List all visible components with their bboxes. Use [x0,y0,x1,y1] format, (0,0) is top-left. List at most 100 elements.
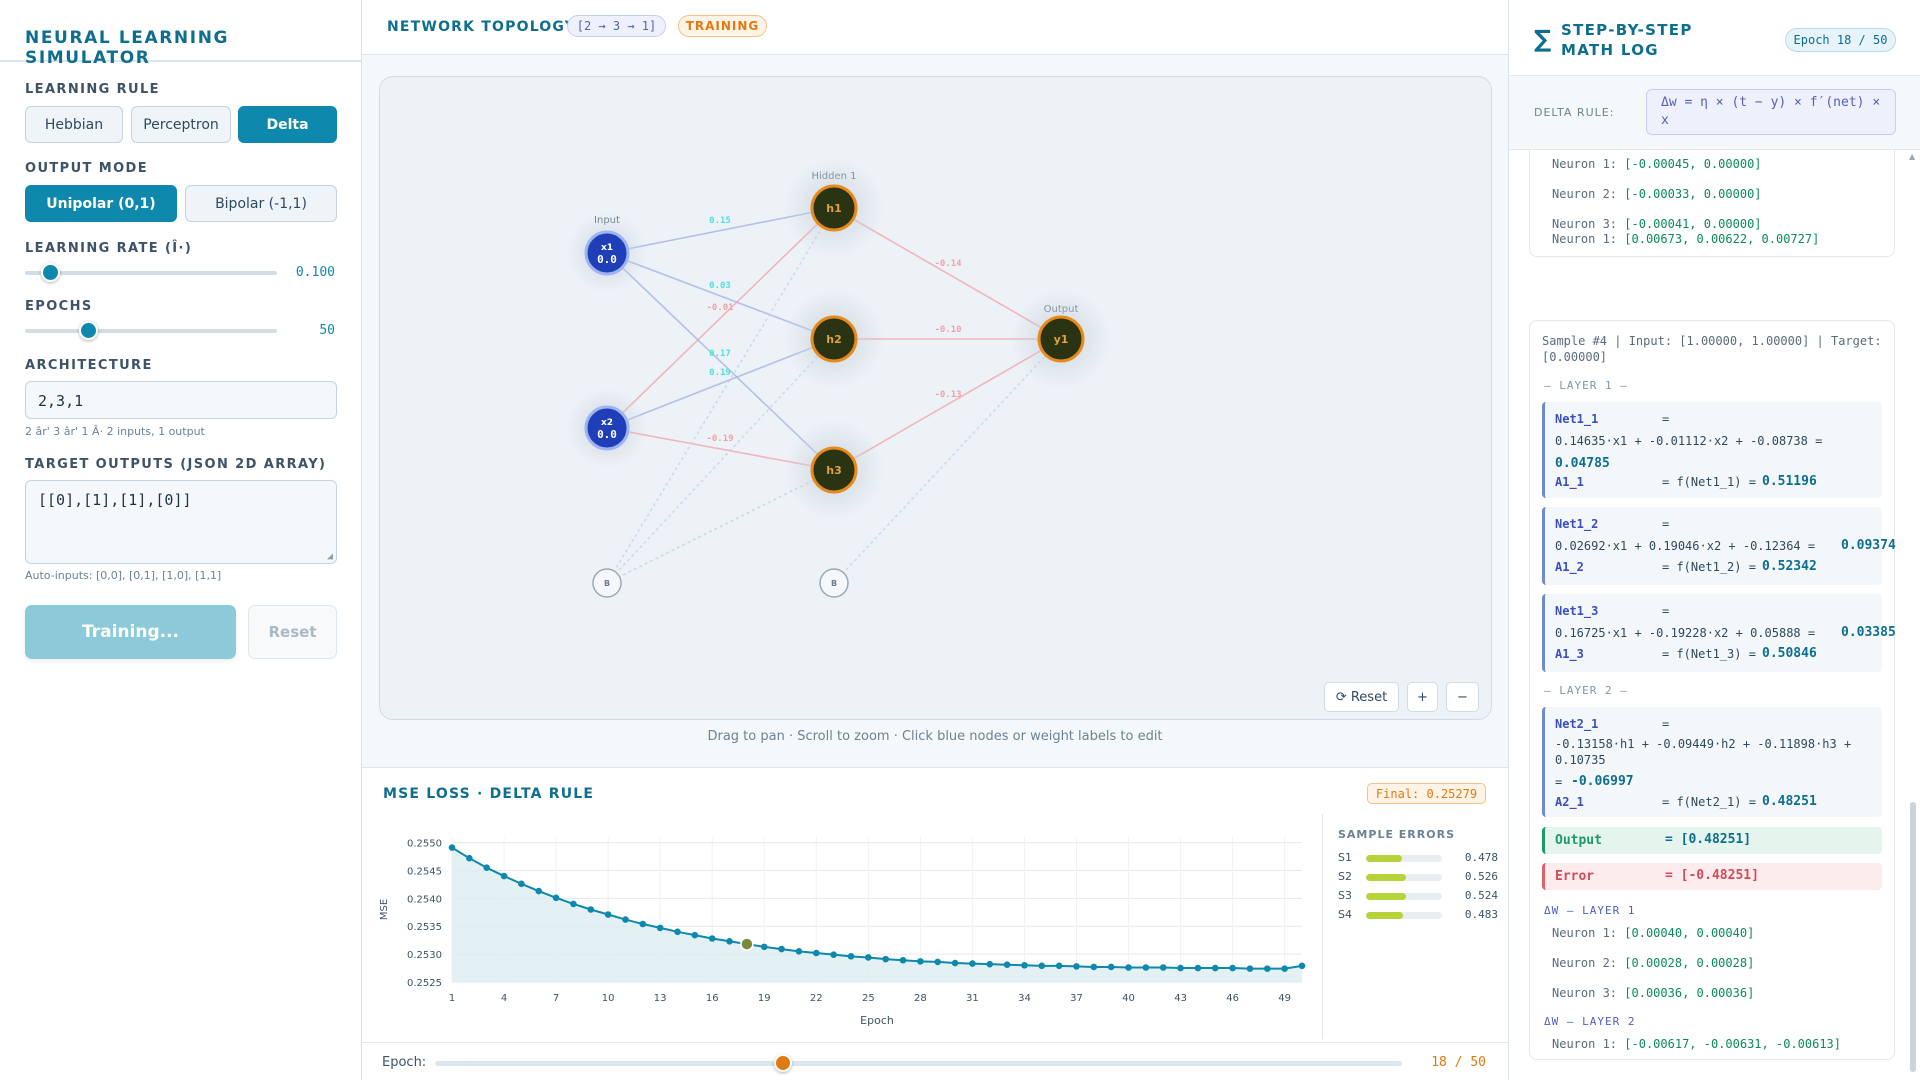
loss-point[interactable] [847,953,855,960]
bias-node[interactable] [819,568,849,598]
rule-hebbian-button[interactable]: Hebbian [25,106,123,143]
input-node[interactable] [584,230,630,276]
architecture-input[interactable]: 2,3,1 [25,381,337,419]
epoch-slider-track[interactable] [435,1061,1402,1066]
loss-point[interactable] [1246,965,1254,972]
loss-point[interactable] [1038,962,1046,970]
weight-label[interactable]: 0.03 [709,281,731,291]
loss-point[interactable] [1003,961,1011,969]
loss-point[interactable] [500,872,508,880]
weight-label[interactable]: -0.01 [706,303,733,313]
architecture-label: ARCHITECTURE [25,358,153,373]
loss-point[interactable] [795,948,803,955]
loss-point[interactable] [1142,964,1150,971]
loss-point[interactable] [1107,963,1115,971]
loss-point[interactable] [674,928,681,936]
activation-result: 0.52342 [1762,559,1817,574]
loss-point[interactable] [882,955,889,963]
loss-point[interactable] [1194,964,1202,972]
reset-training-button[interactable]: Reset [248,605,337,659]
loss-point[interactable] [812,949,820,957]
loss-point[interactable] [760,943,768,951]
network-canvas[interactable]: 0.15 0.03 -0.01 0.17 0.19 -0.19 -0.14 -0.10 -0.1… [379,76,1492,720]
loss-point[interactable] [656,924,664,932]
learning-rate-slider-thumb[interactable] [41,263,61,282]
weight-label[interactable]: -0.19 [706,434,733,444]
bias-node[interactable] [592,568,622,598]
weight-label[interactable]: -0.14 [934,259,962,269]
weight-label[interactable]: 0.17 [709,349,731,359]
loss-point[interactable] [1298,962,1306,970]
weight-label[interactable]: 0.19 [709,368,731,378]
zoom-in-button[interactable]: + [1407,682,1438,712]
loss-point[interactable] [726,937,733,945]
loss-point[interactable] [483,864,490,871]
topology-header: NETWORK TOPOLOGY [2 → 3 → 1] TRAINING [362,0,1508,55]
loss-point[interactable] [917,958,924,965]
hidden-node[interactable] [810,315,858,363]
target-outputs-textarea[interactable]: [[0],[1],[1],[0]] ◢ [25,480,337,564]
math-log-panel: ∑ STEP-BY-STEP MATH LOG Epoch 18 / 50 DE… [1508,0,1920,1080]
mode-bipolar-button[interactable]: Bipolar (-1,1) [185,185,337,222]
loss-point[interactable] [899,956,907,964]
scrollbar-thumb[interactable] [1910,802,1916,1072]
scroll-up-icon[interactable]: ▲ [1909,152,1916,161]
loss-point[interactable] [639,920,647,928]
loss-point[interactable] [951,959,959,967]
output-node[interactable] [1037,315,1085,363]
loss-point[interactable] [535,887,543,895]
loss-point[interactable] [518,880,525,888]
loss-point[interactable] [1055,962,1063,970]
weight-label[interactable]: 0.15 [709,216,731,226]
input-node[interactable] [584,405,630,451]
loss-point[interactable] [1264,965,1271,972]
train-button[interactable]: Training... [25,605,236,659]
loss-point[interactable] [570,900,577,908]
network-graph[interactable]: 0.15 0.03 -0.01 0.17 0.19 -0.19 -0.14 -0.10 -0.1… [380,77,1492,720]
loss-point[interactable] [1021,961,1028,969]
loss-point[interactable] [622,916,629,923]
loss-point[interactable] [1159,964,1167,971]
loss-point[interactable] [1211,964,1219,972]
loss-point[interactable] [934,958,942,966]
weight-label[interactable]: -0.10 [934,325,961,335]
mode-unipolar-button[interactable]: Unipolar (0,1) [25,185,177,222]
loss-point[interactable] [587,906,595,913]
loss-point[interactable] [448,844,456,851]
resize-handle-icon[interactable]: ◢ [326,551,333,562]
current-epoch-point[interactable] [740,937,754,951]
loss-point[interactable] [552,894,560,902]
loss-point[interactable] [986,960,994,968]
hidden-node[interactable] [810,446,858,494]
loss-point[interactable] [604,911,612,918]
loss-point[interactable] [1073,963,1080,970]
loss-point[interactable] [691,931,699,939]
loss-point[interactable] [1229,964,1236,972]
epochs-slider-thumb[interactable] [79,321,98,340]
loss-area [452,847,1302,982]
reset-view-button[interactable]: ⟳ Reset [1324,682,1399,712]
learning-rate-slider[interactable] [25,263,277,282]
loss-point[interactable] [865,954,872,961]
zoom-out-button[interactable]: − [1446,682,1479,712]
epoch-slider-thumb[interactable] [774,1054,793,1072]
layer1-label: — LAYER 1 — [1544,379,1628,392]
math-log-header: ∑ STEP-BY-STEP MATH LOG Epoch 18 / 50 [1509,0,1920,76]
weight-label[interactable]: -0.13 [934,390,961,400]
loss-point[interactable] [708,935,716,942]
loss-point[interactable] [778,945,785,953]
loss-point[interactable] [830,951,837,958]
loss-point[interactable] [1090,963,1098,971]
rule-delta-button[interactable]: Delta [238,106,337,143]
loss-point[interactable] [466,854,473,862]
loss-point[interactable] [1177,964,1184,972]
hidden-node[interactable] [810,184,858,232]
rule-perceptron-button[interactable]: Perceptron [131,106,231,143]
loss-point[interactable] [969,960,976,967]
math-log-scroll[interactable]: Neuron 1: [-0.00045, 0.00000] Neuron 2: … [1509,150,1920,1080]
epochs-slider[interactable] [25,321,277,340]
math-log-scrollbar[interactable]: ▲ [1909,150,1917,1080]
loss-point[interactable] [1281,965,1288,972]
loss-chart[interactable]: 0.2550 0.2545 0.2540 0.2535 0.2530 0.2525 1 4 7 1… [362,818,1322,1042]
loss-point[interactable] [1125,964,1132,971]
